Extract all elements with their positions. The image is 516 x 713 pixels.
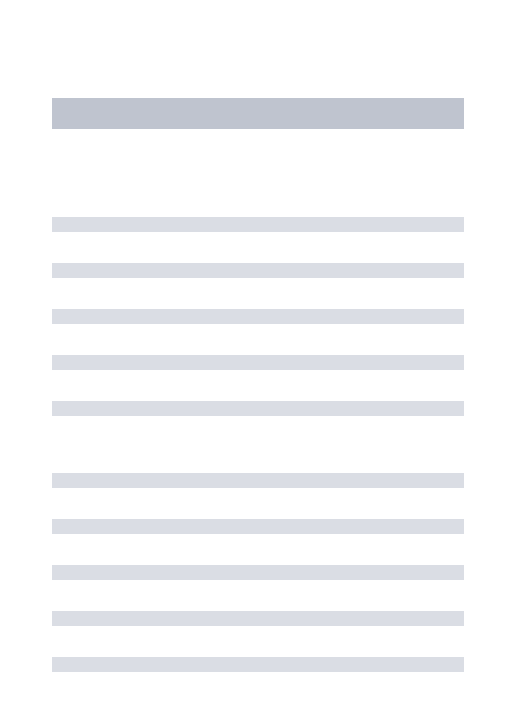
skeleton-line [52,565,464,580]
skeleton-line [52,263,464,278]
skeleton-line [52,473,464,488]
skeleton-line [52,355,464,370]
skeleton-line [52,519,464,534]
skeleton-line [52,657,464,672]
skeleton-header-bar [52,98,464,129]
skeleton-line [52,309,464,324]
skeleton-line [52,217,464,232]
skeleton-line [52,611,464,626]
skeleton-placeholder [52,0,464,713]
skeleton-line [52,401,464,416]
